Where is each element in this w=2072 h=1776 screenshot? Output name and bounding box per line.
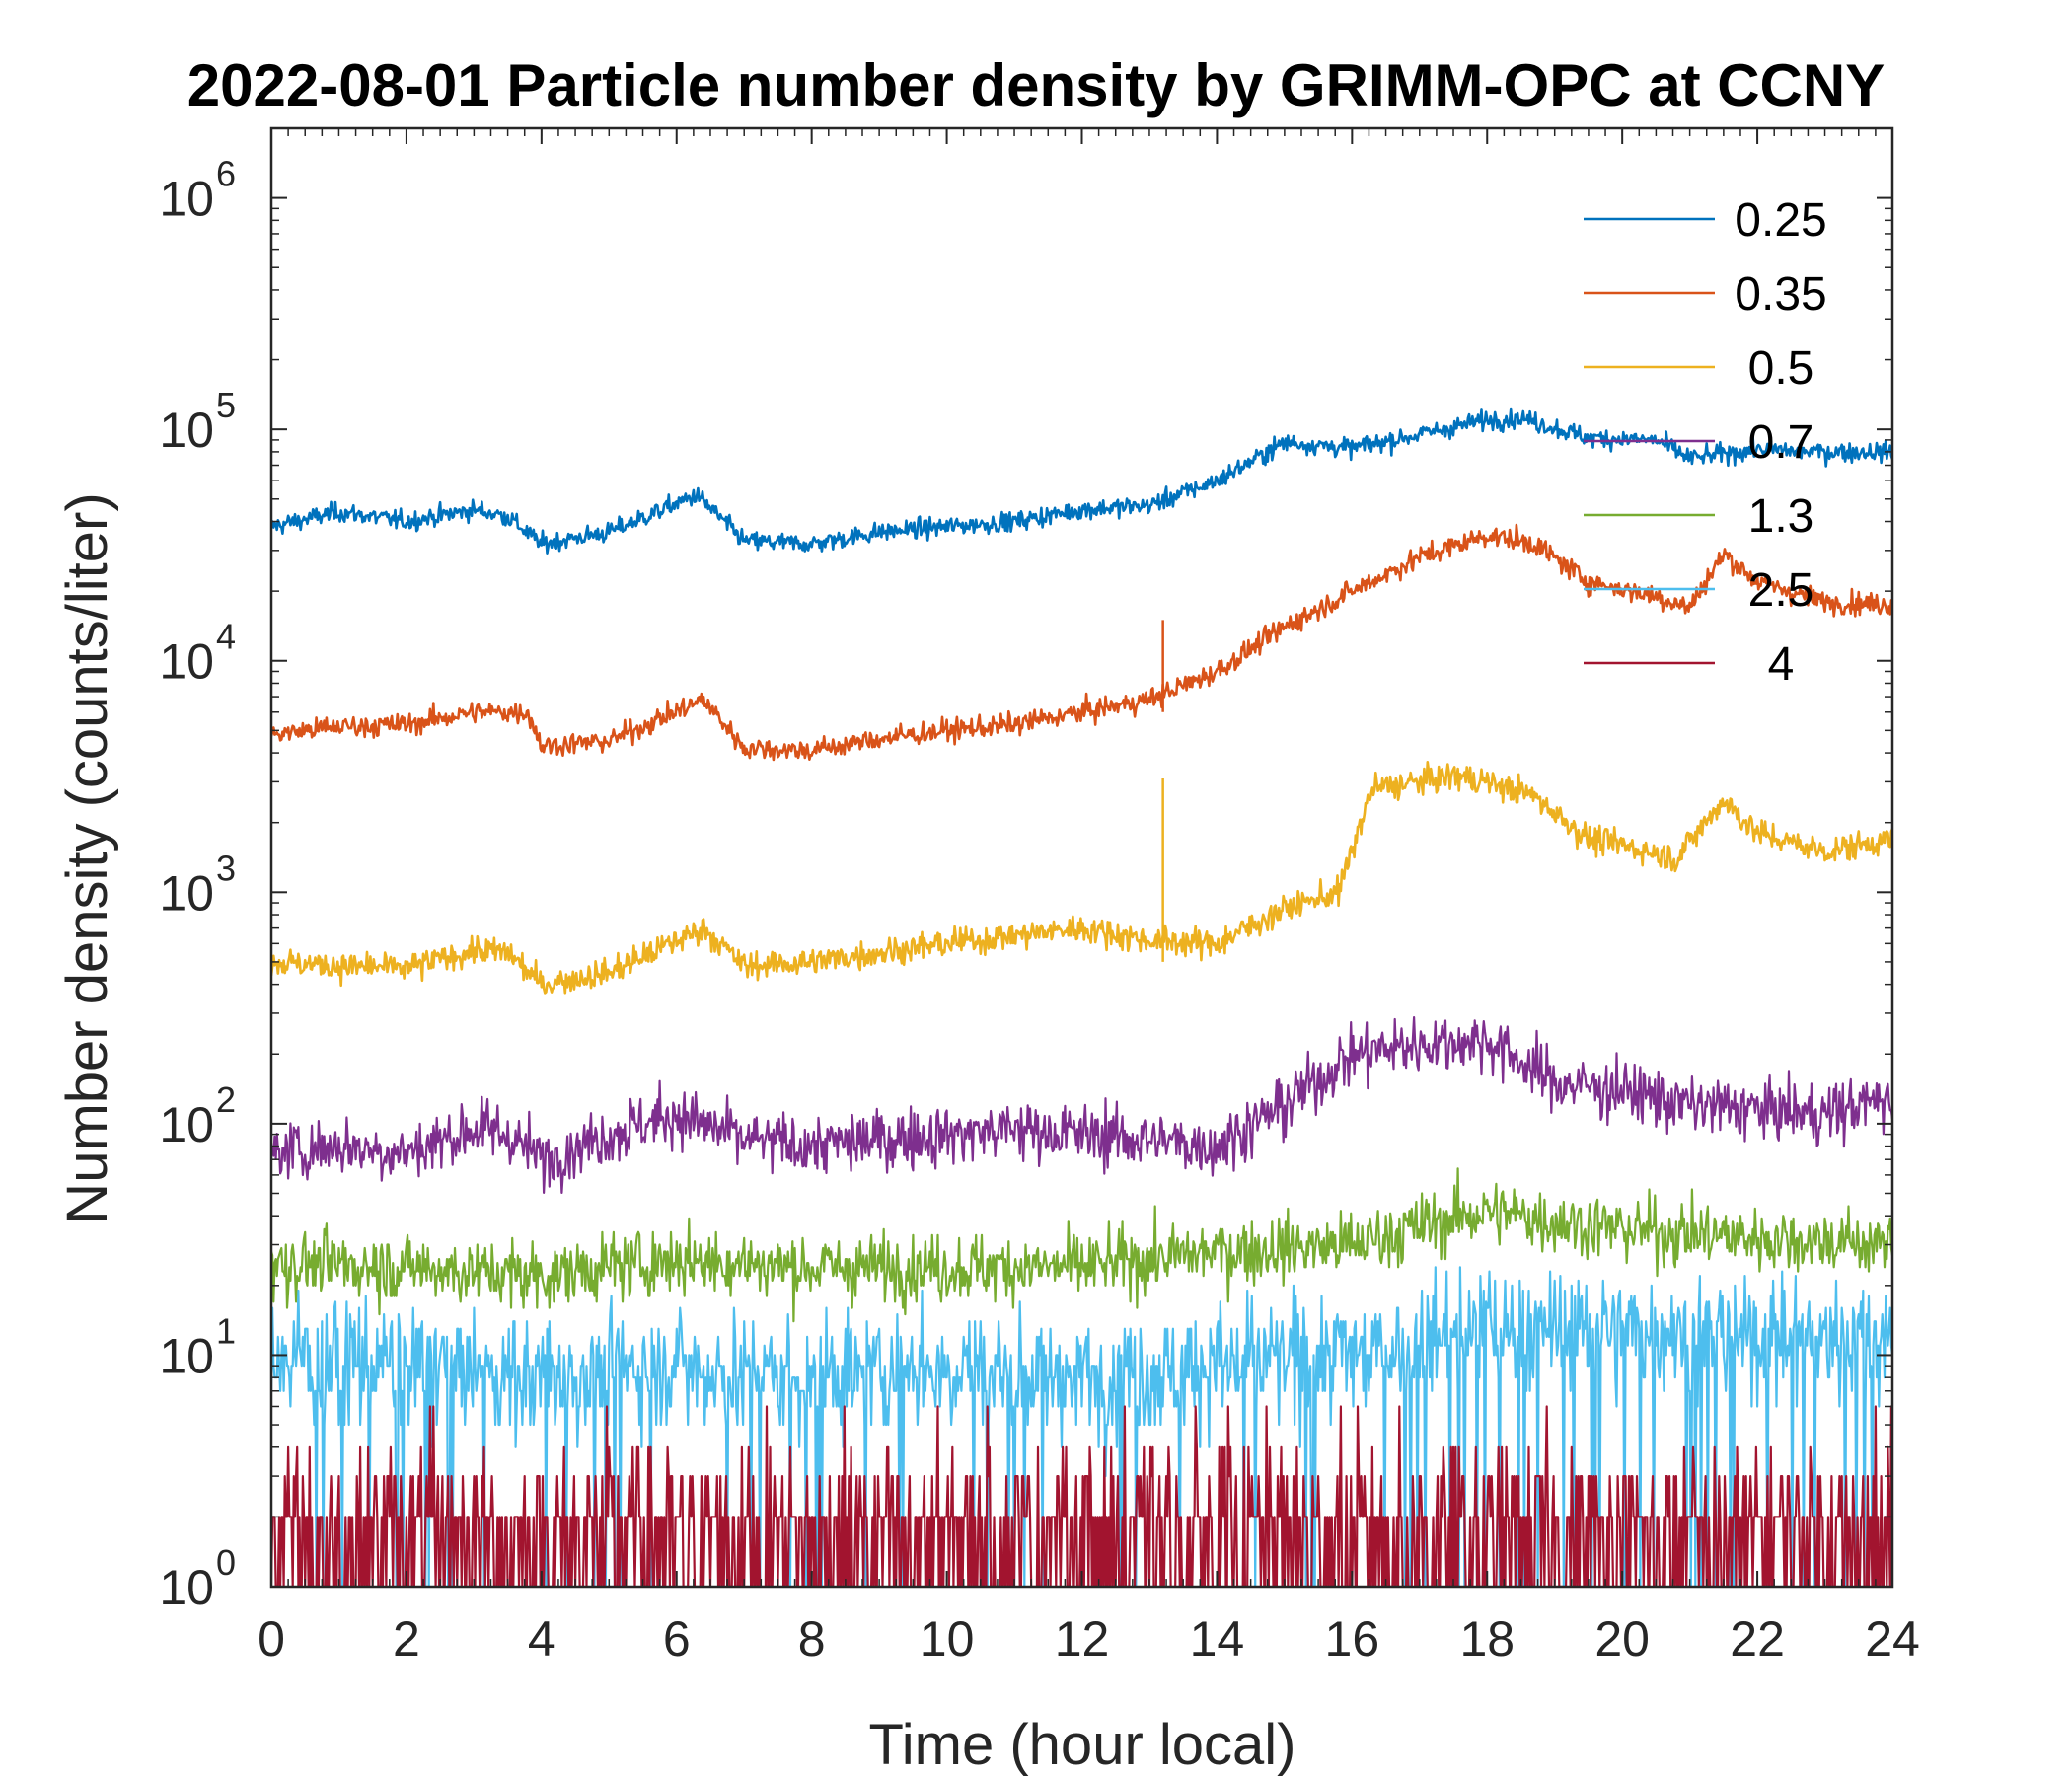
x-tick-label-14: 14 [1190,1611,1245,1666]
y-tick-label-exp-6: 6 [216,154,236,194]
y-tick-label-base-1: 10 [159,1328,214,1383]
x-tick-label-4: 4 [528,1611,555,1666]
legend-label-2.5: 2.5 [1748,564,1814,617]
y-tick-label-base-6: 10 [159,172,214,227]
y-tick-label-base-2: 10 [159,1097,214,1152]
series-layer [271,407,1892,1587]
y-tick-label-base-5: 10 [159,403,214,458]
legend-label-0.35: 0.35 [1735,268,1826,321]
y-tick-label-exp-0: 0 [216,1542,236,1583]
axes-layer [269,126,1894,1589]
x-tick-label-16: 16 [1325,1611,1380,1666]
series-line-0.7 [271,1015,1892,1195]
x-tick-label-20: 20 [1594,1611,1650,1666]
x-tick-label-10: 10 [920,1611,975,1666]
y-axis-label: Number density (counts/liter) [55,492,119,1223]
legend-label-4: 4 [1768,638,1795,691]
x-tick-label-0: 0 [258,1611,285,1666]
series-line-1.3 [271,1167,1892,1323]
series-line-0.5 [271,760,1892,995]
x-tick-label-18: 18 [1459,1611,1515,1666]
y-tick-label-base-3: 10 [159,865,214,921]
y-tick-label-base-0: 10 [159,1560,214,1615]
y-tick-label-exp-2: 2 [216,1079,236,1120]
legend-label-0.5: 0.5 [1748,342,1814,395]
x-tick-label-22: 22 [1730,1611,1785,1666]
x-tick-label-12: 12 [1055,1611,1110,1666]
y-tick-label-base-4: 10 [159,634,214,690]
series-line-2.5 [271,1266,1892,1587]
legend-label-0.25: 0.25 [1735,194,1826,247]
x-tick-label-2: 2 [393,1611,420,1666]
chart-title: 2022-08-01 Particle number density by GR… [186,52,1886,118]
y-tick-label-exp-4: 4 [216,617,236,657]
x-tick-label-8: 8 [798,1611,826,1666]
series-line-0.25 [271,407,1892,555]
x-tick-label-24: 24 [1865,1611,1920,1666]
y-tick-label-exp-1: 1 [216,1310,236,1351]
y-tick-label-exp-5: 5 [216,385,236,425]
legend-label-1.3: 1.3 [1748,490,1814,543]
x-axis-label: Time (hour local) [869,1713,1296,1776]
x-tick-label-6: 6 [663,1611,691,1666]
series-line-0.35 [271,523,1892,762]
legend-label-0.7: 0.7 [1748,416,1814,469]
y-tick-label-exp-3: 3 [216,848,236,888]
legend: 0.25 0.35 0.5 0.7 1.3 2.5 4 [1584,194,1827,691]
